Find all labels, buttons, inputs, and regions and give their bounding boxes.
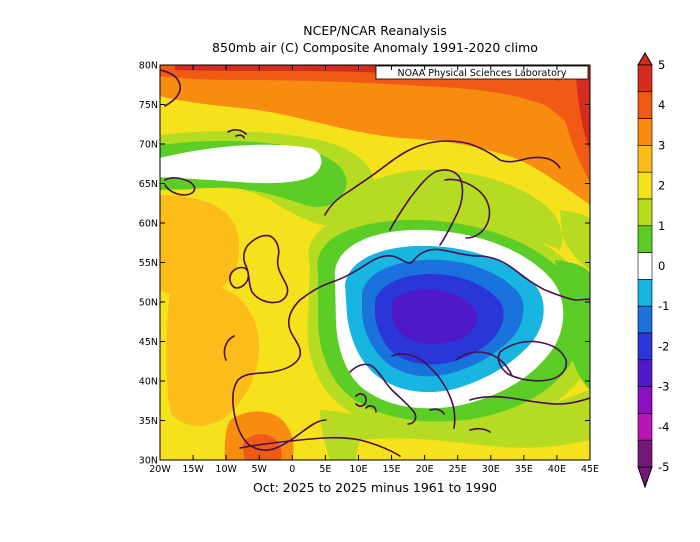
lat-tick-label: 30N	[139, 456, 158, 467]
coast-norway-sweden	[324, 140, 561, 246]
field-band-orange-west	[166, 283, 260, 426]
colorbar-tick-label: 1	[658, 219, 665, 233]
lat-tick-label: 35N	[139, 416, 158, 427]
colorbar-swatch	[637, 359, 653, 387]
colorbar-swatch	[637, 279, 653, 307]
coast-greenland	[160, 69, 196, 196]
colorbar-swatch	[637, 332, 653, 361]
title-line-2: 850mb air (C) Composite Anomaly 1991-202…	[212, 40, 538, 55]
lon-tick-label: 30E	[482, 464, 500, 475]
field-band-indigo	[392, 289, 478, 345]
anomaly-field	[160, 65, 590, 460]
colorbar: 5 4 3 2 1 0 -1 -2 -3 -4 -5	[637, 52, 669, 489]
colorbar-swatch	[637, 305, 653, 334]
field-band-darkorange-north	[160, 65, 590, 150]
lat-tick-label: 60N	[139, 219, 158, 230]
lat-tick-label: 70N	[139, 140, 158, 151]
coast-finland	[444, 178, 491, 239]
colorbar-swatch	[637, 198, 653, 227]
colorbar-tick-label: -1	[658, 299, 669, 313]
coast-turkey	[469, 395, 590, 405]
coast-continent	[299, 248, 590, 301]
colorbar-tick-label: 2	[658, 179, 665, 193]
lon-tick-label: 5E	[319, 464, 331, 475]
lon-tick-label: 0	[289, 464, 295, 475]
colorbar-swatch	[637, 225, 653, 253]
colorbar-swatch	[637, 64, 653, 93]
coast-uk	[229, 234, 289, 304]
lat-tick-label: 65N	[139, 179, 158, 190]
lon-tick-label: 15E	[382, 464, 400, 475]
colorbar-tick-label: 0	[658, 259, 665, 273]
field-band-orange-north	[160, 65, 590, 205]
field-neutral-sea	[160, 144, 322, 184]
colorbar-tick-label: 5	[658, 58, 665, 72]
colorbar-swatch	[637, 145, 653, 173]
noaa-badge-box	[375, 65, 589, 80]
lat-tick-label: 75N	[139, 100, 158, 111]
lon-tick-label: 10E	[349, 464, 367, 475]
colorbar-swatch	[637, 171, 653, 200]
noaa-badge-text: NOAA Physical Sciences Laboratory	[398, 68, 567, 79]
field-band-red-northeast	[575, 65, 590, 150]
field-band-yellowgreen-east	[560, 210, 590, 270]
lat-tick-label: 45N	[139, 337, 158, 348]
lon-tick-label: 25E	[449, 464, 467, 475]
lon-tick-label: 45E	[581, 464, 599, 475]
colorbar-swatch	[637, 118, 653, 146]
coastlines	[160, 69, 590, 457]
map-panel: NOAA Physical Sciences Laboratory 20W 15W…	[139, 61, 599, 476]
colorbar-arrow-bottom	[637, 466, 653, 489]
lon-tick-label: 20E	[416, 464, 434, 475]
colorbar-tick-label: -5	[658, 460, 669, 474]
colorbar-tick-label: -2	[658, 339, 669, 353]
lat-tick-label: 50N	[139, 298, 158, 309]
colorbar-tick-label: -4	[658, 420, 669, 434]
coast-black-sea	[497, 340, 568, 382]
coast-italy-balkans	[349, 351, 513, 429]
lon-tick-label: 35E	[515, 464, 533, 475]
lat-tick-label: 55N	[139, 258, 158, 269]
coast-north-africa	[239, 436, 401, 457]
lon-tick-label: 15W	[182, 464, 204, 475]
colorbar-swatch	[637, 252, 653, 280]
colorbar-swatch	[637, 91, 653, 119]
colorbar-arrow-top	[637, 52, 653, 66]
colorbar-tick-label: 4	[658, 98, 665, 112]
period-caption: Oct: 2025 to 2025 minus 1961 to 1990	[253, 480, 497, 495]
field-band-green-east	[555, 260, 590, 390]
colorbar-swatch	[637, 413, 653, 441]
coast-islands	[355, 393, 491, 433]
lon-tick-label: 20W	[149, 464, 171, 475]
colorbar-swatch	[637, 386, 653, 414]
field-band-yellow-southeast	[355, 438, 590, 460]
coast-iceland	[227, 129, 247, 139]
lon-tick-label: 40E	[548, 464, 566, 475]
colorbar-tick-label: -3	[658, 380, 669, 394]
lon-tick-label: 10W	[215, 464, 237, 475]
field-band-yellow-bay	[160, 195, 240, 299]
colorbar-swatch	[637, 439, 653, 468]
field-band-darkorange-iberia	[243, 434, 282, 460]
map-axes: 20W 15W 10W 5W 0 5E 10E 15E 20E 25E 30E 35E 40E 45E 30…	[139, 61, 599, 476]
lat-tick-label: 40N	[139, 377, 158, 388]
lon-tick-label: 5W	[252, 464, 268, 475]
lat-tick-label: 80N	[139, 61, 158, 72]
title-line-1: NCEP/NCAR Reanalysis	[303, 23, 446, 38]
colorbar-tick-label: 3	[658, 138, 665, 152]
